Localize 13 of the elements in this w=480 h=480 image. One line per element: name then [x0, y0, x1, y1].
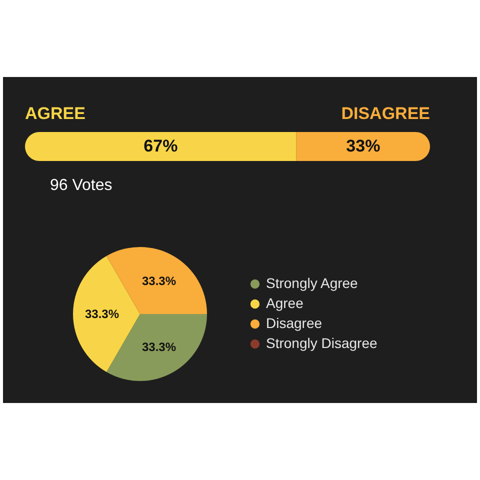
data-label: 33.3%: [142, 274, 176, 288]
series-label: AGREE: [25, 104, 86, 123]
legend-label: Strongly Agree: [266, 275, 358, 291]
text: 96 Votes: [50, 177, 112, 194]
data-label: 33%: [346, 136, 380, 156]
legend-label: Strongly Disagree: [266, 335, 378, 351]
data-label: 67%: [144, 136, 178, 156]
data-label: 33.3%: [142, 340, 176, 354]
data-label: 33.3%: [84, 307, 120, 321]
series-label: DISAGREE: [341, 104, 430, 123]
legend-label: Agree: [266, 295, 304, 311]
pie-slice: [73, 256, 140, 372]
legend-label: Disagree: [266, 315, 322, 331]
